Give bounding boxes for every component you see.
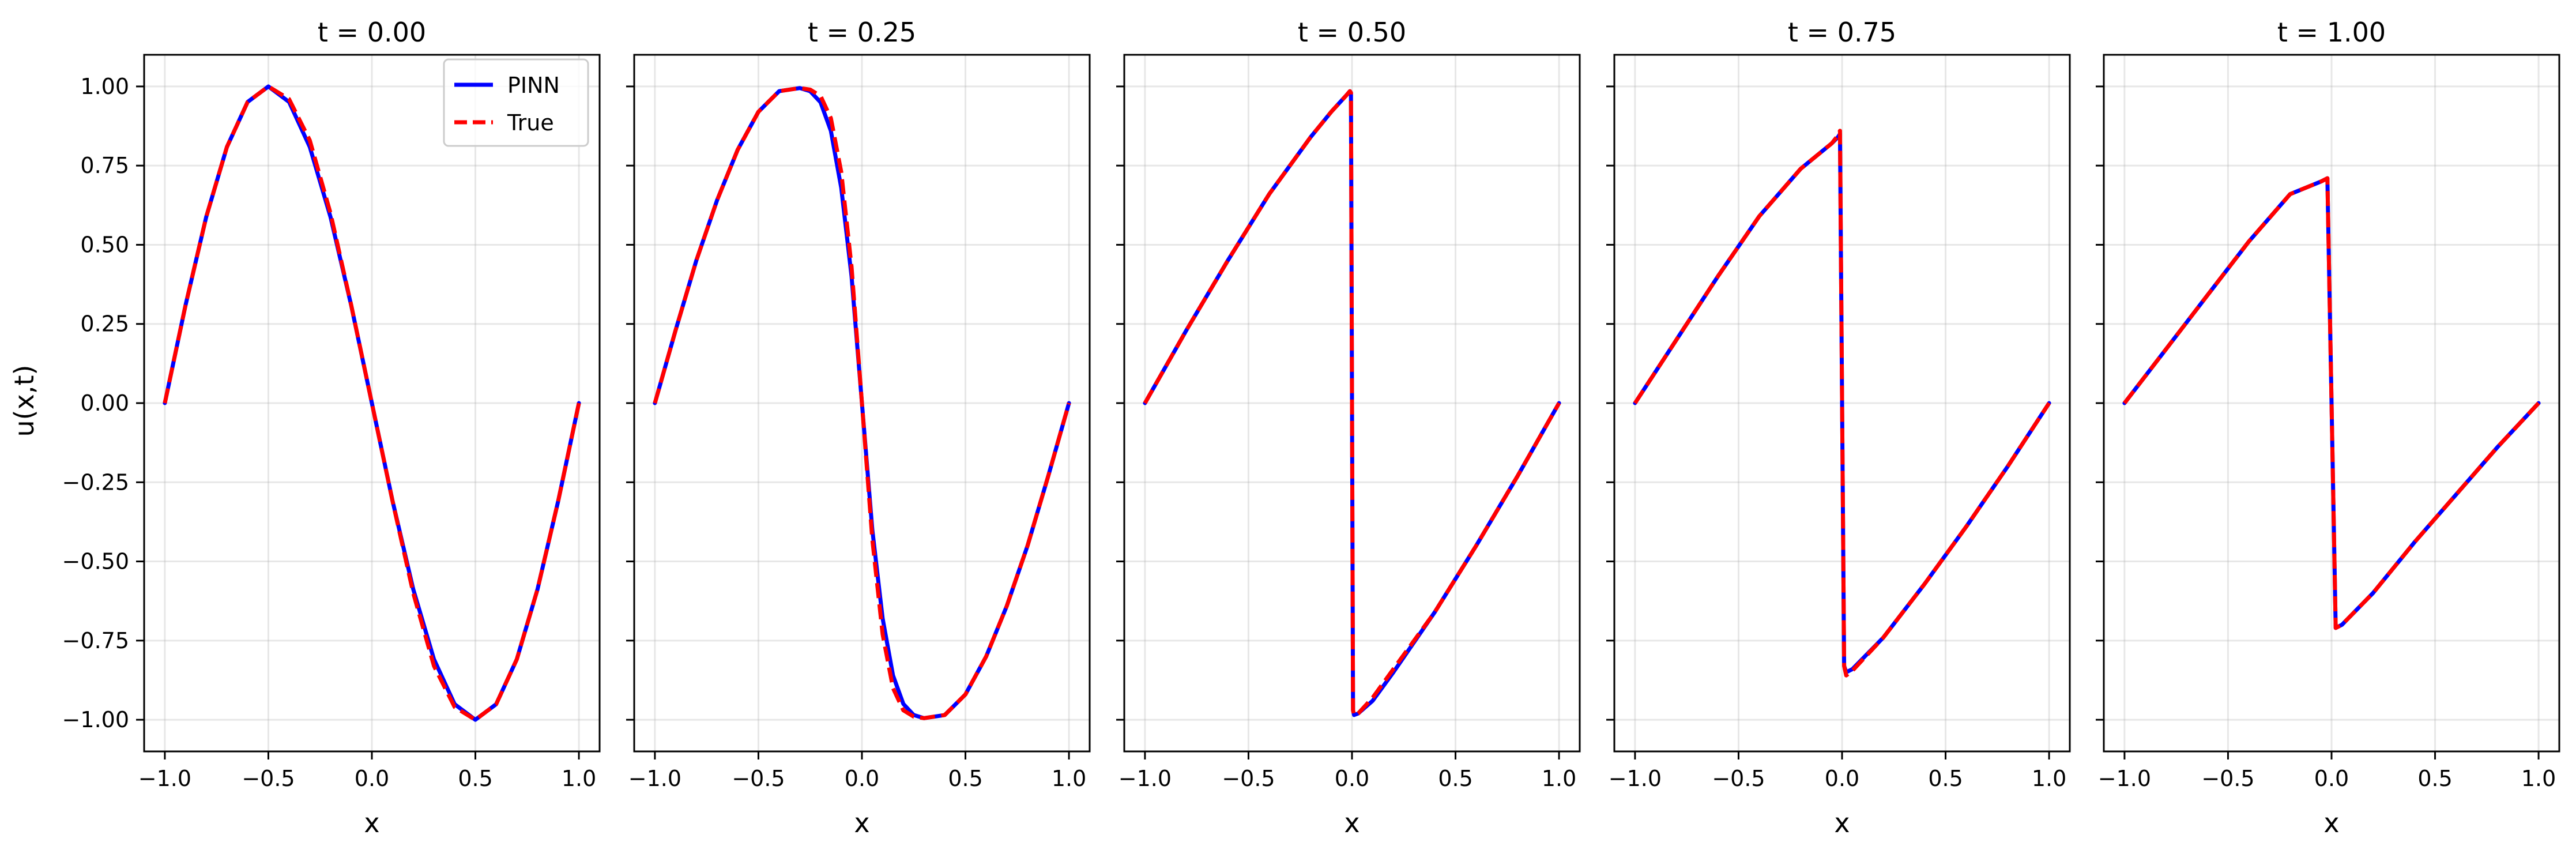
y-axis-label: u(x,t) — [9, 365, 40, 437]
y-tick-label-5: −0.25 — [62, 469, 129, 495]
panel-t-0-50: −1.0 −0.5 0.0 0.5 1.0 t = 0.50 x — [1116, 17, 1581, 839]
y-tick-label-2: 0.50 — [80, 232, 129, 257]
y-tick-label-6: −0.50 — [62, 549, 129, 574]
y-tick-label-7: −0.75 — [62, 628, 129, 653]
x-tick-label-3: 0.5 — [2417, 766, 2452, 791]
series-line-true — [2123, 176, 2540, 630]
legend-label-pinn: PINN — [507, 73, 560, 98]
y-tick-label-0: 1.00 — [80, 74, 129, 99]
y-tick-label-1: 0.75 — [80, 153, 129, 178]
series-line-true — [1143, 89, 1561, 717]
x-tick-label-3: 0.5 — [458, 766, 492, 791]
x-tick-label-0: −1.0 — [1118, 766, 1172, 791]
panel-title: t = 0.50 — [1298, 17, 1406, 48]
y-tick-label-4: 0.00 — [80, 390, 129, 416]
legend-label-true: True — [507, 110, 554, 136]
panel-t-0-25: −1.0 −0.5 0.0 0.5 1.0 t = 0.25 x — [626, 17, 1091, 839]
x-tick-label-0: −1.0 — [1609, 766, 1662, 791]
x-tick-label-3: 0.5 — [948, 766, 982, 791]
x-axis-label: x — [854, 807, 869, 839]
panel-title: t = 0.00 — [318, 17, 426, 48]
panel-title: t = 0.25 — [808, 17, 916, 48]
x-tick-label-1: −0.5 — [242, 766, 295, 791]
panel-title: t = 1.00 — [2277, 17, 2386, 48]
panel-t-0-00: −1.0 −0.5 0.0 0.5 1.0 1.00 0.75 0.50 0.25 0.00 −0.… — [62, 17, 601, 839]
legend: PINN True — [443, 58, 589, 147]
x-axis-label: x — [2323, 807, 2339, 839]
x-tick-label-4: 1.0 — [2521, 766, 2556, 791]
x-tick-label-0: −1.0 — [138, 766, 191, 791]
series-line-true — [653, 86, 1071, 720]
panel-title: t = 0.75 — [1788, 17, 1896, 48]
x-tick-label-1: −0.5 — [2201, 766, 2254, 791]
x-tick-label-4: 1.0 — [562, 766, 596, 791]
x-tick-label-2: 0.0 — [355, 766, 389, 791]
panel-t-1-00: −1.0 −0.5 0.0 0.5 1.0 t = 1.00 x — [2096, 17, 2560, 839]
x-tick-label-0: −1.0 — [2098, 766, 2151, 791]
series-line-true — [1633, 129, 2051, 678]
panel-t-0-75: −1.0 −0.5 0.0 0.5 1.0 t = 0.75 x — [1606, 17, 2071, 839]
y-tick-label-3: 0.25 — [80, 311, 129, 337]
series-line-true — [163, 84, 581, 722]
x-tick-label-4: 1.0 — [1542, 766, 1576, 791]
x-tick-label-2: 0.0 — [1825, 766, 1859, 791]
x-tick-label-1: −0.5 — [732, 766, 785, 791]
x-tick-label-2: 0.0 — [2314, 766, 2349, 791]
x-axis-label: x — [1834, 807, 1850, 839]
y-tick-label-8: −1.00 — [62, 707, 129, 732]
x-tick-label-3: 0.5 — [1438, 766, 1472, 791]
x-axis-label: x — [1344, 807, 1359, 839]
x-tick-label-2: 0.0 — [1335, 766, 1369, 791]
x-tick-label-3: 0.5 — [1928, 766, 1963, 791]
x-tick-label-1: −0.5 — [1712, 766, 1765, 791]
x-axis-label: x — [364, 807, 379, 839]
x-tick-label-2: 0.0 — [845, 766, 879, 791]
x-tick-label-4: 1.0 — [2032, 766, 2066, 791]
x-tick-label-1: −0.5 — [1222, 766, 1275, 791]
x-tick-label-0: −1.0 — [628, 766, 681, 791]
x-tick-label-4: 1.0 — [1052, 766, 1086, 791]
